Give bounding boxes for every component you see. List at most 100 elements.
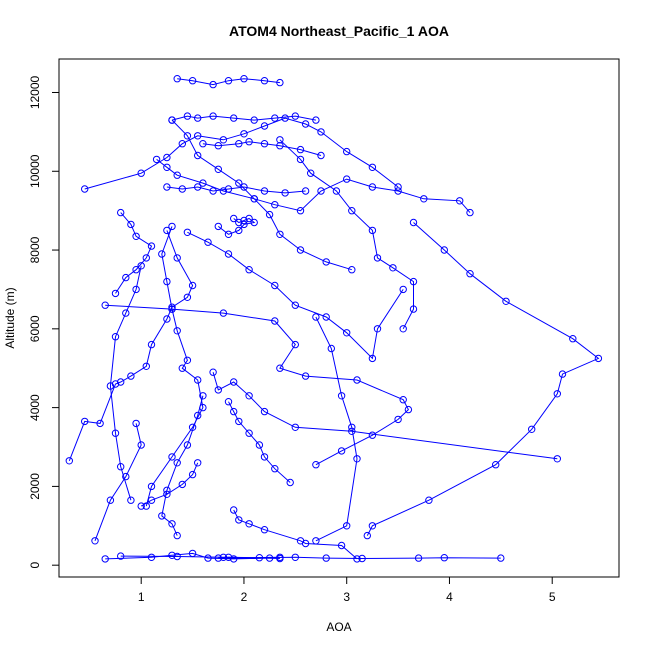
- data-point: [163, 277, 171, 286]
- profile-series: [163, 183, 310, 197]
- x-axis: 1 2 3 4 5: [138, 576, 556, 604]
- data-point: [209, 112, 217, 120]
- y-axis: 0 2000 4000 6000 8000 10000 12000: [28, 75, 60, 569]
- series-line: [187, 231, 404, 360]
- data-point: [368, 522, 377, 530]
- data-point: [127, 372, 135, 380]
- data-point: [307, 169, 315, 177]
- series-line: [120, 555, 501, 560]
- data-point: [204, 238, 212, 246]
- y-tick-label: 10000: [28, 154, 42, 188]
- data-point: [122, 472, 130, 481]
- series-line: [140, 462, 199, 507]
- data-point: [163, 315, 171, 323]
- profile-series: [168, 112, 320, 124]
- data-point: [291, 340, 299, 349]
- data-point: [122, 273, 130, 282]
- data-point: [343, 329, 351, 337]
- data-point: [147, 242, 156, 250]
- data-point: [492, 461, 500, 469]
- data-point: [142, 254, 151, 262]
- data-point: [240, 216, 248, 225]
- data-point: [312, 461, 320, 469]
- profile-series: [230, 506, 361, 563]
- data-point: [348, 266, 356, 274]
- data-point: [235, 140, 243, 148]
- profile-series: [117, 552, 505, 563]
- data-point: [183, 228, 192, 237]
- data-point: [111, 429, 120, 437]
- data-point: [199, 140, 207, 148]
- data-point: [414, 554, 423, 562]
- data-point: [194, 459, 202, 467]
- series-line: [228, 401, 291, 483]
- data-point: [168, 453, 176, 461]
- data-point: [353, 455, 361, 463]
- data-point: [553, 390, 561, 398]
- data-point: [214, 386, 223, 394]
- data-point: [332, 187, 341, 195]
- data-point: [343, 522, 351, 530]
- data-point: [117, 208, 125, 217]
- profile-series: [111, 208, 156, 298]
- data-point: [409, 277, 418, 286]
- data-point: [117, 463, 125, 471]
- data-point: [173, 459, 181, 467]
- profile-series: [106, 262, 145, 504]
- data-point: [147, 482, 156, 491]
- data-point: [199, 179, 207, 187]
- data-point: [101, 555, 109, 563]
- data-point: [173, 171, 181, 179]
- data-point: [173, 531, 181, 540]
- data-point: [137, 262, 145, 270]
- data-point: [106, 496, 115, 504]
- data-point: [456, 197, 464, 205]
- data-point: [276, 136, 284, 144]
- data-point: [188, 470, 197, 479]
- data-point: [163, 490, 171, 498]
- series-line: [161, 395, 204, 536]
- series-line: [177, 78, 280, 86]
- data-point: [230, 407, 238, 416]
- data-point: [163, 153, 171, 162]
- data-point: [194, 114, 202, 122]
- profile-series: [65, 226, 197, 465]
- data-point: [389, 264, 397, 272]
- x-tick-label: 4: [446, 590, 453, 604]
- data-point: [194, 183, 202, 191]
- data-point: [296, 537, 305, 545]
- data-point: [178, 364, 187, 372]
- data-point: [337, 447, 346, 455]
- data-point: [317, 151, 325, 160]
- data-point: [276, 364, 284, 372]
- data-point: [96, 419, 104, 428]
- data-point: [147, 553, 156, 561]
- data-point: [183, 112, 192, 120]
- data-point: [65, 457, 74, 465]
- profile-series: [224, 398, 294, 487]
- data-point: [214, 142, 223, 150]
- data-point: [291, 301, 299, 309]
- data-point: [194, 376, 202, 384]
- data-point: [173, 327, 181, 335]
- data-point: [117, 378, 125, 386]
- data-point: [373, 325, 382, 333]
- y-axis-label: Altitude (m): [3, 287, 17, 348]
- data-point: [327, 344, 335, 353]
- data-point: [276, 230, 284, 239]
- data-point: [291, 423, 299, 431]
- data-point: [245, 266, 253, 274]
- data-point: [558, 370, 567, 378]
- data-point: [158, 512, 166, 520]
- data-point: [409, 218, 418, 227]
- data-point: [348, 423, 356, 431]
- data-point: [194, 132, 202, 140]
- data-point: [394, 415, 402, 424]
- data-point: [214, 554, 223, 562]
- data-point: [106, 382, 115, 390]
- data-point: [230, 378, 238, 386]
- data-point: [260, 407, 269, 416]
- data-point: [353, 376, 361, 384]
- series-line: [233, 509, 358, 560]
